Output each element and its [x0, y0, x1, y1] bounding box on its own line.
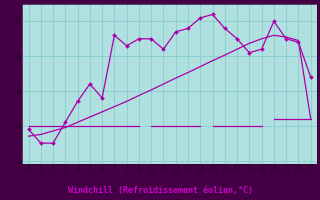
Text: Windchill (Refroidissement éolien,°C): Windchill (Refroidissement éolien,°C) — [68, 186, 252, 194]
